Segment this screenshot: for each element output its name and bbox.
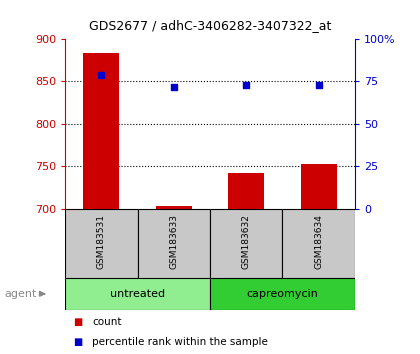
Text: percentile rank within the sample: percentile rank within the sample xyxy=(92,337,268,347)
Text: GSM183633: GSM183633 xyxy=(169,215,178,269)
Point xyxy=(98,72,105,78)
Text: GDS2677 / adhC-3406282-3407322_at: GDS2677 / adhC-3406282-3407322_at xyxy=(89,19,331,33)
Bar xyxy=(83,52,119,354)
Bar xyxy=(156,206,192,354)
Text: ■: ■ xyxy=(74,317,83,327)
Text: GSM183634: GSM183634 xyxy=(314,215,323,269)
Bar xyxy=(301,164,337,354)
Text: capreomycin: capreomycin xyxy=(247,289,318,299)
Bar xyxy=(65,278,210,310)
Bar xyxy=(138,209,210,278)
Text: ■: ■ xyxy=(74,337,83,347)
Bar xyxy=(210,278,355,310)
Bar xyxy=(210,209,282,278)
Point xyxy=(171,84,177,89)
Text: agent: agent xyxy=(4,289,37,299)
Text: count: count xyxy=(92,317,122,327)
Text: untreated: untreated xyxy=(110,289,165,299)
Point xyxy=(315,82,322,88)
Text: GSM183531: GSM183531 xyxy=(97,215,106,269)
Text: GSM183632: GSM183632 xyxy=(242,215,251,269)
Bar xyxy=(228,173,264,354)
Point xyxy=(243,82,249,88)
Bar xyxy=(282,209,355,278)
Bar xyxy=(65,209,138,278)
